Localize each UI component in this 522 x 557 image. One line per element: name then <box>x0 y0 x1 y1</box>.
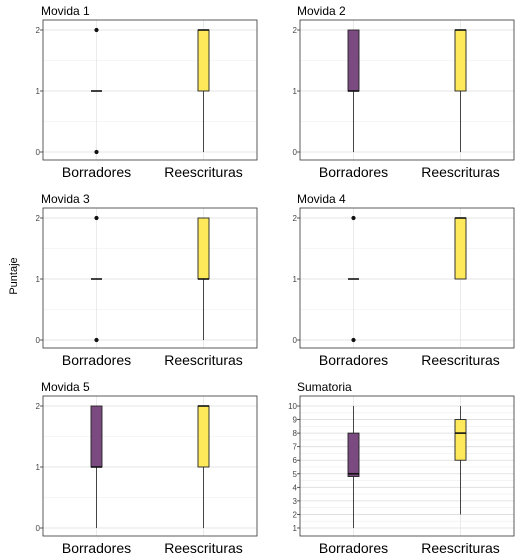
y-tick-label: 2 <box>293 26 298 35</box>
x-category-label: Reescrituras <box>421 540 500 556</box>
y-tick-label: 0 <box>36 524 41 533</box>
y-tick-label: 2 <box>293 510 298 519</box>
chart-panel-3: Movida 3 0 1 2 Borradores Reescrituras <box>36 192 258 368</box>
box-body <box>347 29 360 92</box>
y-tick-label: 9 <box>293 416 298 425</box>
box-body <box>454 419 467 461</box>
panel-title: Sumatoria <box>297 380 352 394</box>
outlier-point <box>351 215 356 221</box>
box-body <box>197 217 210 280</box>
y-tick-label: 0 <box>36 336 41 345</box>
y-tick-label: 0 <box>36 148 41 157</box>
y-tick-label: 2 <box>36 214 41 223</box>
outlier-point <box>351 337 356 343</box>
y-tick-label: 10 <box>288 402 297 411</box>
x-category-label: Borradores <box>62 352 131 368</box>
x-category-label: Borradores <box>319 352 388 368</box>
y-tick-label: 2 <box>36 402 41 411</box>
chart-panel-4: Movida 4 0 1 2 Borradores Reescrituras <box>293 192 515 368</box>
y-tick-label: 1 <box>36 463 41 472</box>
box-borradores <box>90 405 103 528</box>
y-tick-label: 1 <box>293 275 298 284</box>
outlier-point <box>94 337 99 343</box>
box-reescrituras <box>454 406 467 515</box>
chart-panel-2: Movida 2 0 1 2 Borradores Reescrituras <box>293 4 515 180</box>
box-reescrituras <box>197 29 210 152</box>
chart-panel-1: Movida 1 0 1 2 Borradores Reescrituras <box>36 4 258 180</box>
box-reescrituras <box>197 405 210 528</box>
outlier-point <box>94 215 99 221</box>
panel-border <box>42 19 258 161</box>
outlier-point <box>94 149 99 155</box>
panel-border <box>42 207 258 349</box>
panel-title: Movida 4 <box>297 192 346 206</box>
panel-title: Movida 3 <box>41 192 90 206</box>
y-tick-label: 3 <box>293 497 298 506</box>
y-tick-label: 8 <box>293 429 298 438</box>
panel-border <box>42 395 258 537</box>
x-category-label: Borradores <box>319 540 388 556</box>
box-borradores <box>348 215 359 343</box>
box-body <box>454 29 467 92</box>
box-body <box>197 29 210 92</box>
y-tick-label: 0 <box>293 336 298 345</box>
box-borradores <box>91 215 102 343</box>
box-reescrituras <box>454 29 467 152</box>
box-borradores <box>347 29 360 152</box>
panel-border <box>299 395 515 537</box>
y-tick-label: 2 <box>36 26 41 35</box>
box-borradores <box>347 406 360 528</box>
panel-border <box>299 207 515 349</box>
y-tick-label: 1 <box>293 524 298 533</box>
x-category-label: Reescrituras <box>164 164 243 180</box>
x-category-label: Reescrituras <box>164 540 243 556</box>
y-tick-label: 0 <box>293 148 298 157</box>
chart-panel-6: Sumatoria 1 2 3 4 5 6 7 8 9 10 Borradores Reescritur… <box>288 380 515 556</box>
y-tick-label: 1 <box>36 87 41 96</box>
x-category-label: Borradores <box>62 540 131 556</box>
box-reescrituras <box>197 217 210 340</box>
box-borradores <box>91 27 102 155</box>
box-body <box>347 432 360 477</box>
x-category-label: Reescrituras <box>164 352 243 368</box>
y-tick-label: 7 <box>293 443 298 452</box>
box-body <box>454 217 467 280</box>
y-tick-label: 5 <box>293 470 298 479</box>
x-category-label: Borradores <box>319 164 388 180</box>
y-tick-label: 6 <box>293 456 298 465</box>
y-tick-label: 1 <box>293 87 298 96</box>
box-body <box>90 405 103 468</box>
x-category-label: Reescrituras <box>421 352 500 368</box>
x-category-label: Reescrituras <box>421 164 500 180</box>
x-category-label: Borradores <box>62 164 131 180</box>
chart-panel-5: Movida 5 0 1 2 Borradores Reescrituras <box>36 380 258 556</box>
y-tick-label: 4 <box>293 483 298 492</box>
outlier-point <box>94 27 99 33</box>
y-tick-label: 2 <box>293 214 298 223</box>
y-tick-label: 1 <box>36 275 41 284</box>
box-body <box>197 405 210 468</box>
panel-border <box>299 19 515 161</box>
panel-title: Movida 5 <box>41 380 90 394</box>
panel-title: Movida 2 <box>297 4 346 18</box>
box-reescrituras <box>454 217 467 280</box>
panel-title: Movida 1 <box>41 4 90 18</box>
